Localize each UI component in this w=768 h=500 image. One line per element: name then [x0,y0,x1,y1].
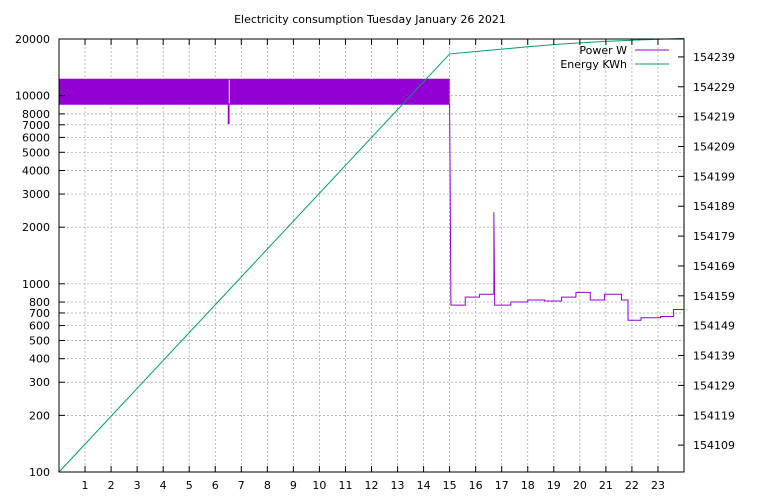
x-tick-label: 16 [469,479,483,492]
plot-series [58,37,685,473]
y2-tick-label: 154159 [693,290,735,303]
x-tick-label: 7 [238,479,245,492]
y-tick-label: 800 [29,296,50,309]
y-tick-label: 1000 [22,278,50,291]
y2-tick-label: 154239 [693,51,735,64]
y2-tick-label: 154169 [693,260,735,273]
x-tick-label: 20 [573,479,587,492]
x-tick-label: 6 [212,479,219,492]
y2-tick-label: 154229 [693,81,735,94]
x-tick-label: 8 [264,479,271,492]
y2-tick-label: 154129 [693,379,735,392]
y2-tick-label: 154189 [693,200,735,213]
y-tick-label: 400 [29,353,50,366]
y2-tick-label: 154209 [693,141,735,154]
x-tick-label: 14 [417,479,431,492]
power-w-band [59,78,450,105]
x-tick-label: 1 [82,479,89,492]
y-tick-label: 2000 [22,221,50,234]
y2-tick-label: 154119 [693,409,735,422]
legend-label: Energy KWh [560,58,627,71]
y-tick-label: 6000 [22,131,50,144]
y-tick-label: 8000 [22,108,50,121]
y2-tick-label: 154199 [693,170,735,183]
x-tick-label: 9 [290,479,297,492]
y-tick-label: 600 [29,320,50,333]
power-w-line [59,103,684,321]
x-tick-label: 11 [338,479,352,492]
y2-tick-label: 154139 [693,350,735,363]
y2-tick-label: 154219 [693,111,735,124]
y-tick-label: 7000 [22,119,50,132]
x-tick-label: 21 [599,479,613,492]
y2-tick-label: 154179 [693,230,735,243]
x-tick-label: 4 [160,479,167,492]
y-tick-label: 700 [29,307,50,320]
x-tick-label: 18 [521,479,535,492]
x-tick-label: 22 [625,479,639,492]
y-tick-label: 300 [29,376,50,389]
chart-title: Electricity consumption Tuesday January … [234,13,506,26]
y-tick-label: 10000 [15,90,50,103]
x-tick-label: 23 [651,479,665,492]
y-tick-label: 500 [29,334,50,347]
grid [59,39,684,472]
y-tick-label: 4000 [22,165,50,178]
legend-label: Power W [579,44,627,57]
x-tick-label: 15 [443,479,457,492]
y-tick-label: 200 [29,409,50,422]
y-tick-label: 3000 [22,188,50,201]
y-tick-label: 100 [29,466,50,479]
x-tick-label: 13 [391,479,405,492]
x-tick-label: 5 [186,479,193,492]
x-tick-label: 19 [547,479,561,492]
y2-tick-label: 154149 [693,320,735,333]
x-tick-label: 3 [134,479,141,492]
x-tick-label: 2 [108,479,115,492]
axes: 1 2 3 4 5 6 7 8 9 10 11 12 13 14 15 16 17 18 19 20 21 22 23100… [15,33,735,492]
y2-tick-label: 154109 [693,439,735,452]
y-tick-label: 5000 [22,146,50,159]
x-tick-label: 10 [312,479,326,492]
y-tick-label: 20000 [15,33,50,46]
x-tick-label: 12 [365,479,379,492]
x-tick-label: 17 [495,479,509,492]
